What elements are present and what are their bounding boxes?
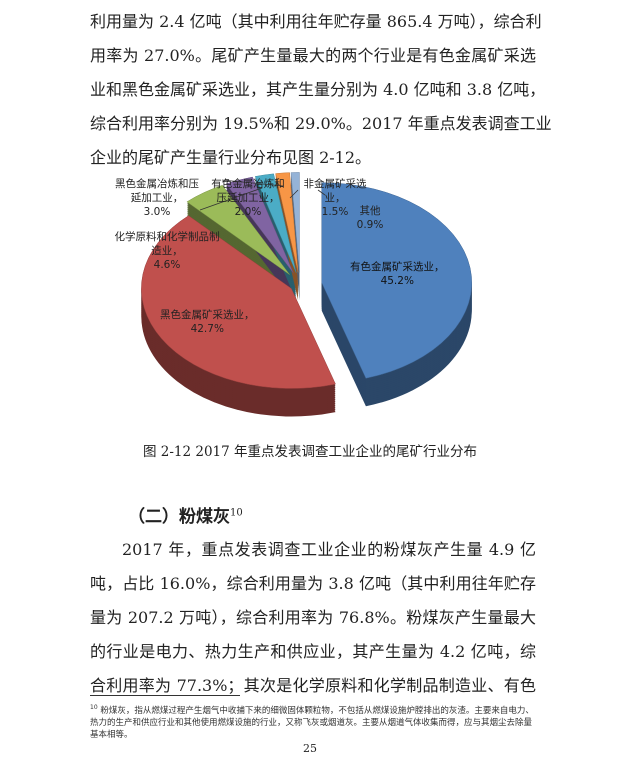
- leader-line: [221, 179, 284, 187]
- text-line: 合利用率为 77.3%；其次是化学原料和化学制品制造业、有色: [90, 676, 536, 695]
- label-slice-3: 黑色金属冶炼和压延加工业， 3.0%: [115, 178, 199, 218]
- footnote-ref: 10: [230, 507, 243, 519]
- pie-slice-0: [321, 182, 472, 379]
- page-number: 25: [303, 742, 317, 755]
- leader-line: [289, 189, 299, 199]
- text-line: 业和黑色金属矿采选业，其产生量分别为 4.0 亿吨和 3.8 亿吨，: [90, 80, 546, 99]
- pie-slice-5: [275, 172, 299, 273]
- pie-slice-2: [186, 185, 290, 275]
- pie-slice-4: [254, 173, 297, 273]
- label-slice-4: 有色金属冶炼和压延加工业， 2.0%: [211, 178, 285, 218]
- pie-slice-1: [141, 215, 336, 389]
- leader-line: [317, 189, 326, 196]
- text-line: 量为 207.2 万吨），综合利用率为 76.8%。粉煤灰产生量最大: [90, 608, 536, 627]
- label-slice-1: 黑色金属矿采选业， 42.7%: [160, 309, 255, 335]
- footnote-divider: [90, 695, 240, 696]
- footnote: 10 粉煤灰，指从燃煤过程产生烟气中收捕下来的细微固体颗粒物，不包括从燃煤设施炉…: [90, 704, 534, 740]
- pie-slice-3: [225, 176, 294, 274]
- text-line: 综合利用率分别为 19.5%和 29.0%。2017 年重点发表调查工业: [90, 114, 552, 133]
- pie-slice-side: [275, 174, 299, 275]
- text-line: 企业的尾矿产生量行业分布见图 2-12。: [90, 148, 372, 167]
- text-line: 的行业是电力、热力生产和供应业，其产生量为 4.2 亿吨，综: [90, 642, 536, 661]
- pie-slice-side: [275, 176, 299, 277]
- pie-slice-6: [290, 172, 300, 273]
- figure-caption: 图 2-12 2017 年重点发表调查工业企业的尾矿行业分布: [142, 444, 478, 460]
- pie-slice-side: [275, 178, 299, 279]
- text-line: 吨，占比 16.0%，综合利用量为 3.8 亿吨（其中利用往年贮存: [90, 574, 536, 593]
- leader-line: [199, 187, 263, 211]
- pie-chart: [141, 172, 472, 417]
- text-line: 2017 年，重点发表调查工业企业的粉煤灰产生量 4.9 亿: [122, 540, 536, 559]
- text-line: 利用量为 2.4 亿吨（其中利用往年贮存量 865.4 万吨），综合利: [90, 12, 542, 31]
- section-heading: （二）粉煤灰10: [128, 507, 243, 527]
- label-slice-6: 其他 0.9%: [356, 205, 384, 231]
- label-slice-0: 有色金属矿采选业， 45.2%: [350, 261, 445, 287]
- text-line: 用率为 27.0%。尾矿产生量最大的两个行业是有色金属矿采选: [90, 46, 536, 65]
- label-slice-5: 非金属矿采选业， 1.5%: [303, 178, 367, 218]
- label-slice-2: 化学原料和化学制品制造业， 4.6%: [114, 231, 220, 271]
